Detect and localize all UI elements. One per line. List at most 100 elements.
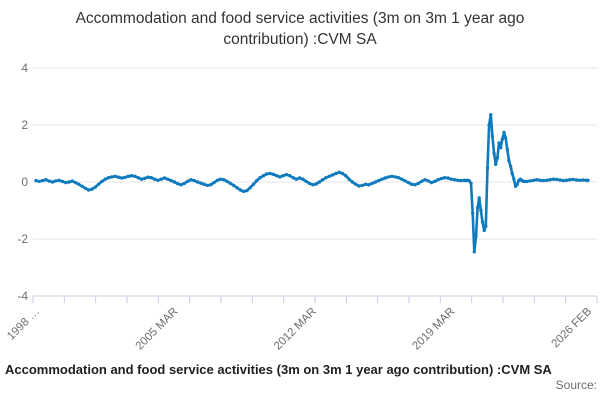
series-marker bbox=[541, 178, 546, 183]
series-marker bbox=[571, 177, 575, 182]
series-marker bbox=[564, 178, 569, 182]
series-marker bbox=[133, 174, 137, 178]
series-marker bbox=[482, 228, 486, 233]
series-marker bbox=[205, 183, 210, 188]
series-marker bbox=[489, 113, 493, 117]
series-marker bbox=[143, 176, 147, 180]
series-marker bbox=[202, 182, 206, 186]
series-marker bbox=[248, 186, 252, 190]
series-marker bbox=[258, 176, 262, 180]
series-marker bbox=[419, 179, 424, 184]
series-marker bbox=[360, 183, 364, 188]
series-marker bbox=[545, 178, 549, 182]
series-marker bbox=[314, 182, 318, 186]
series-marker bbox=[383, 176, 387, 180]
series-marker bbox=[528, 179, 532, 183]
series-marker bbox=[502, 130, 506, 135]
series-marker bbox=[90, 187, 94, 191]
series-marker bbox=[380, 177, 384, 181]
series-marker bbox=[96, 182, 101, 186]
series-marker bbox=[512, 177, 516, 181]
series-marker bbox=[480, 220, 485, 224]
series-marker bbox=[334, 171, 338, 176]
series-marker bbox=[474, 234, 478, 238]
series-marker bbox=[396, 176, 401, 180]
series-marker bbox=[490, 134, 495, 139]
series-marker bbox=[357, 184, 361, 188]
series-marker bbox=[189, 178, 193, 182]
series-marker bbox=[169, 178, 173, 183]
series-marker bbox=[400, 177, 404, 181]
series-marker bbox=[423, 178, 427, 182]
series-marker bbox=[479, 208, 483, 213]
series-marker bbox=[393, 175, 397, 179]
series-marker bbox=[307, 181, 312, 186]
series-marker bbox=[274, 174, 279, 178]
series-marker bbox=[327, 174, 331, 178]
x-tick-label: 1998 … bbox=[5, 306, 42, 343]
series-marker bbox=[241, 189, 246, 194]
series-marker bbox=[390, 174, 394, 178]
series-marker bbox=[54, 179, 58, 183]
series-marker bbox=[510, 171, 514, 176]
series-marker bbox=[77, 182, 81, 186]
y-tick-label: -2 bbox=[17, 232, 28, 246]
series-marker bbox=[116, 175, 121, 179]
x-tick-label: 2005 MAR bbox=[134, 306, 181, 353]
series-marker bbox=[232, 183, 236, 188]
series-marker bbox=[429, 180, 434, 185]
series-marker bbox=[209, 183, 213, 187]
series-marker bbox=[182, 181, 186, 186]
series-marker bbox=[261, 174, 266, 178]
series-marker bbox=[456, 178, 460, 182]
series-marker bbox=[484, 224, 488, 228]
series-marker bbox=[568, 178, 572, 182]
series-marker bbox=[185, 179, 190, 184]
series-marker bbox=[166, 177, 170, 181]
series-marker bbox=[499, 146, 503, 150]
series-marker bbox=[311, 183, 315, 187]
source-label: Source: bbox=[555, 378, 597, 392]
series-marker bbox=[281, 174, 285, 178]
y-tick-label: -4 bbox=[17, 289, 28, 303]
series-marker bbox=[162, 176, 167, 180]
series-marker bbox=[297, 176, 302, 180]
series-marker bbox=[449, 177, 453, 181]
series-marker bbox=[37, 179, 41, 184]
series-marker bbox=[301, 177, 305, 181]
series-line bbox=[34, 113, 590, 254]
series-marker bbox=[106, 176, 111, 180]
series-marker bbox=[57, 178, 61, 182]
series-marker bbox=[469, 181, 473, 186]
series-marker bbox=[487, 123, 491, 127]
series-marker bbox=[146, 175, 150, 179]
series-marker bbox=[317, 180, 322, 184]
series-marker bbox=[73, 180, 78, 185]
series-marker bbox=[459, 178, 463, 183]
series-marker bbox=[152, 177, 157, 181]
series-marker bbox=[548, 178, 552, 182]
series-marker bbox=[63, 180, 68, 185]
series-marker bbox=[195, 180, 200, 184]
series-marker bbox=[442, 176, 447, 180]
series-marker bbox=[551, 177, 556, 181]
series-marker bbox=[70, 179, 75, 183]
series-marker bbox=[403, 179, 407, 183]
series-marker bbox=[477, 196, 481, 200]
series-marker bbox=[120, 176, 124, 180]
series-marker bbox=[176, 182, 180, 186]
series-marker bbox=[426, 179, 430, 183]
series-marker bbox=[218, 177, 223, 181]
series-marker bbox=[471, 211, 475, 215]
series-marker bbox=[268, 171, 272, 176]
chart-title: Accommodation and food service activitie… bbox=[0, 8, 600, 50]
series-legend-label: Accommodation and food service activitie… bbox=[5, 362, 552, 377]
series-marker bbox=[367, 183, 371, 187]
series-marker bbox=[515, 183, 519, 187]
series-marker bbox=[581, 178, 585, 182]
series-marker bbox=[126, 174, 130, 178]
series-marker bbox=[531, 178, 536, 182]
series-marker bbox=[67, 180, 71, 184]
series-marker bbox=[199, 181, 203, 185]
series-marker bbox=[228, 181, 233, 186]
